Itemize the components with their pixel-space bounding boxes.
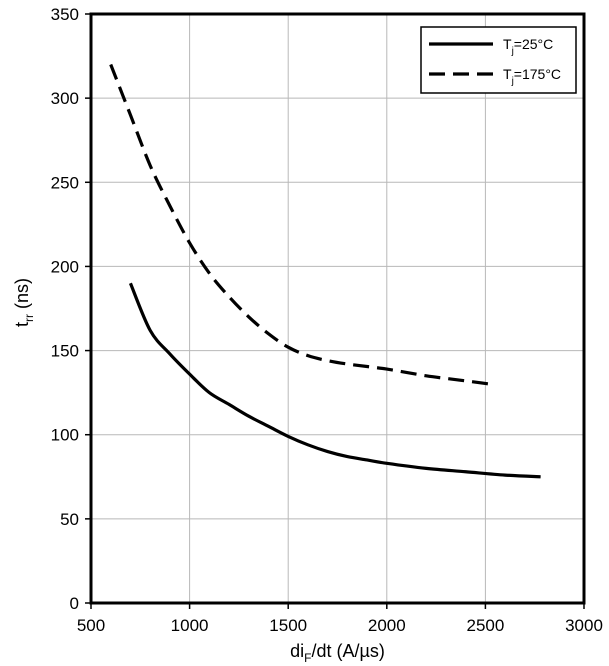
series-layer — [109, 63, 541, 479]
legend-label-tj-175: Tj=175°C — [503, 66, 561, 87]
legend-label-tj-175-base: T — [503, 66, 512, 82]
x-tick-label-2500: 2500 — [466, 616, 504, 635]
y-tick-label-200: 200 — [51, 257, 79, 276]
tick-labels: 500 1000 1500 2000 2500 3000 0 50 100 150 200 250 30… — [51, 5, 603, 635]
x-tick-label-1500: 1500 — [269, 616, 307, 635]
legend-label-tj-25: Tj=25°C — [503, 36, 553, 57]
series-line-tj-25 — [128, 282, 541, 479]
legend-label-tj-25-subscript: j — [511, 46, 514, 57]
series-line-tj-175 — [109, 63, 492, 386]
y-axis-label: trr (ns) — [12, 278, 36, 327]
y-tick-label-350: 350 — [51, 5, 79, 24]
y-tick-label-150: 150 — [51, 342, 79, 361]
legend-label-tj-25-base: T — [503, 36, 512, 52]
x-tick-label-3000: 3000 — [565, 616, 603, 635]
legend-label-tj-25-rest: =25°C — [514, 36, 553, 52]
y-tick-label-0: 0 — [70, 594, 79, 613]
y-axis-label-rest: (ns) — [12, 278, 32, 314]
x-tick-label-500: 500 — [77, 616, 105, 635]
legend-label-tj-175-rest: =175°C — [514, 66, 561, 82]
legend-label-tj-175-subscript: j — [511, 76, 514, 87]
legend-box — [420, 26, 577, 94]
x-tick-label-1000: 1000 — [171, 616, 209, 635]
y-tick-label-300: 300 — [51, 89, 79, 108]
x-axis-label-base: di — [290, 641, 304, 661]
x-axis-label: diF/dt (A/µs) — [290, 641, 385, 665]
y-axis-label-base: t — [12, 322, 32, 327]
x-axis-label-rest: /dt (A/µs) — [311, 641, 384, 661]
y-tick-label-50: 50 — [60, 510, 79, 529]
y-tick-label-100: 100 — [51, 426, 79, 445]
legend: Tj=25°C Tj=175°C — [420, 26, 577, 94]
y-axis-label-subscript: rr — [22, 314, 36, 322]
tick-marks — [85, 13, 585, 609]
x-axis-label-subscript: F — [304, 651, 311, 665]
grid — [90, 13, 585, 604]
x-tick-label-2000: 2000 — [368, 616, 406, 635]
plot-frame — [89, 12, 586, 605]
y-tick-label-250: 250 — [51, 173, 79, 192]
